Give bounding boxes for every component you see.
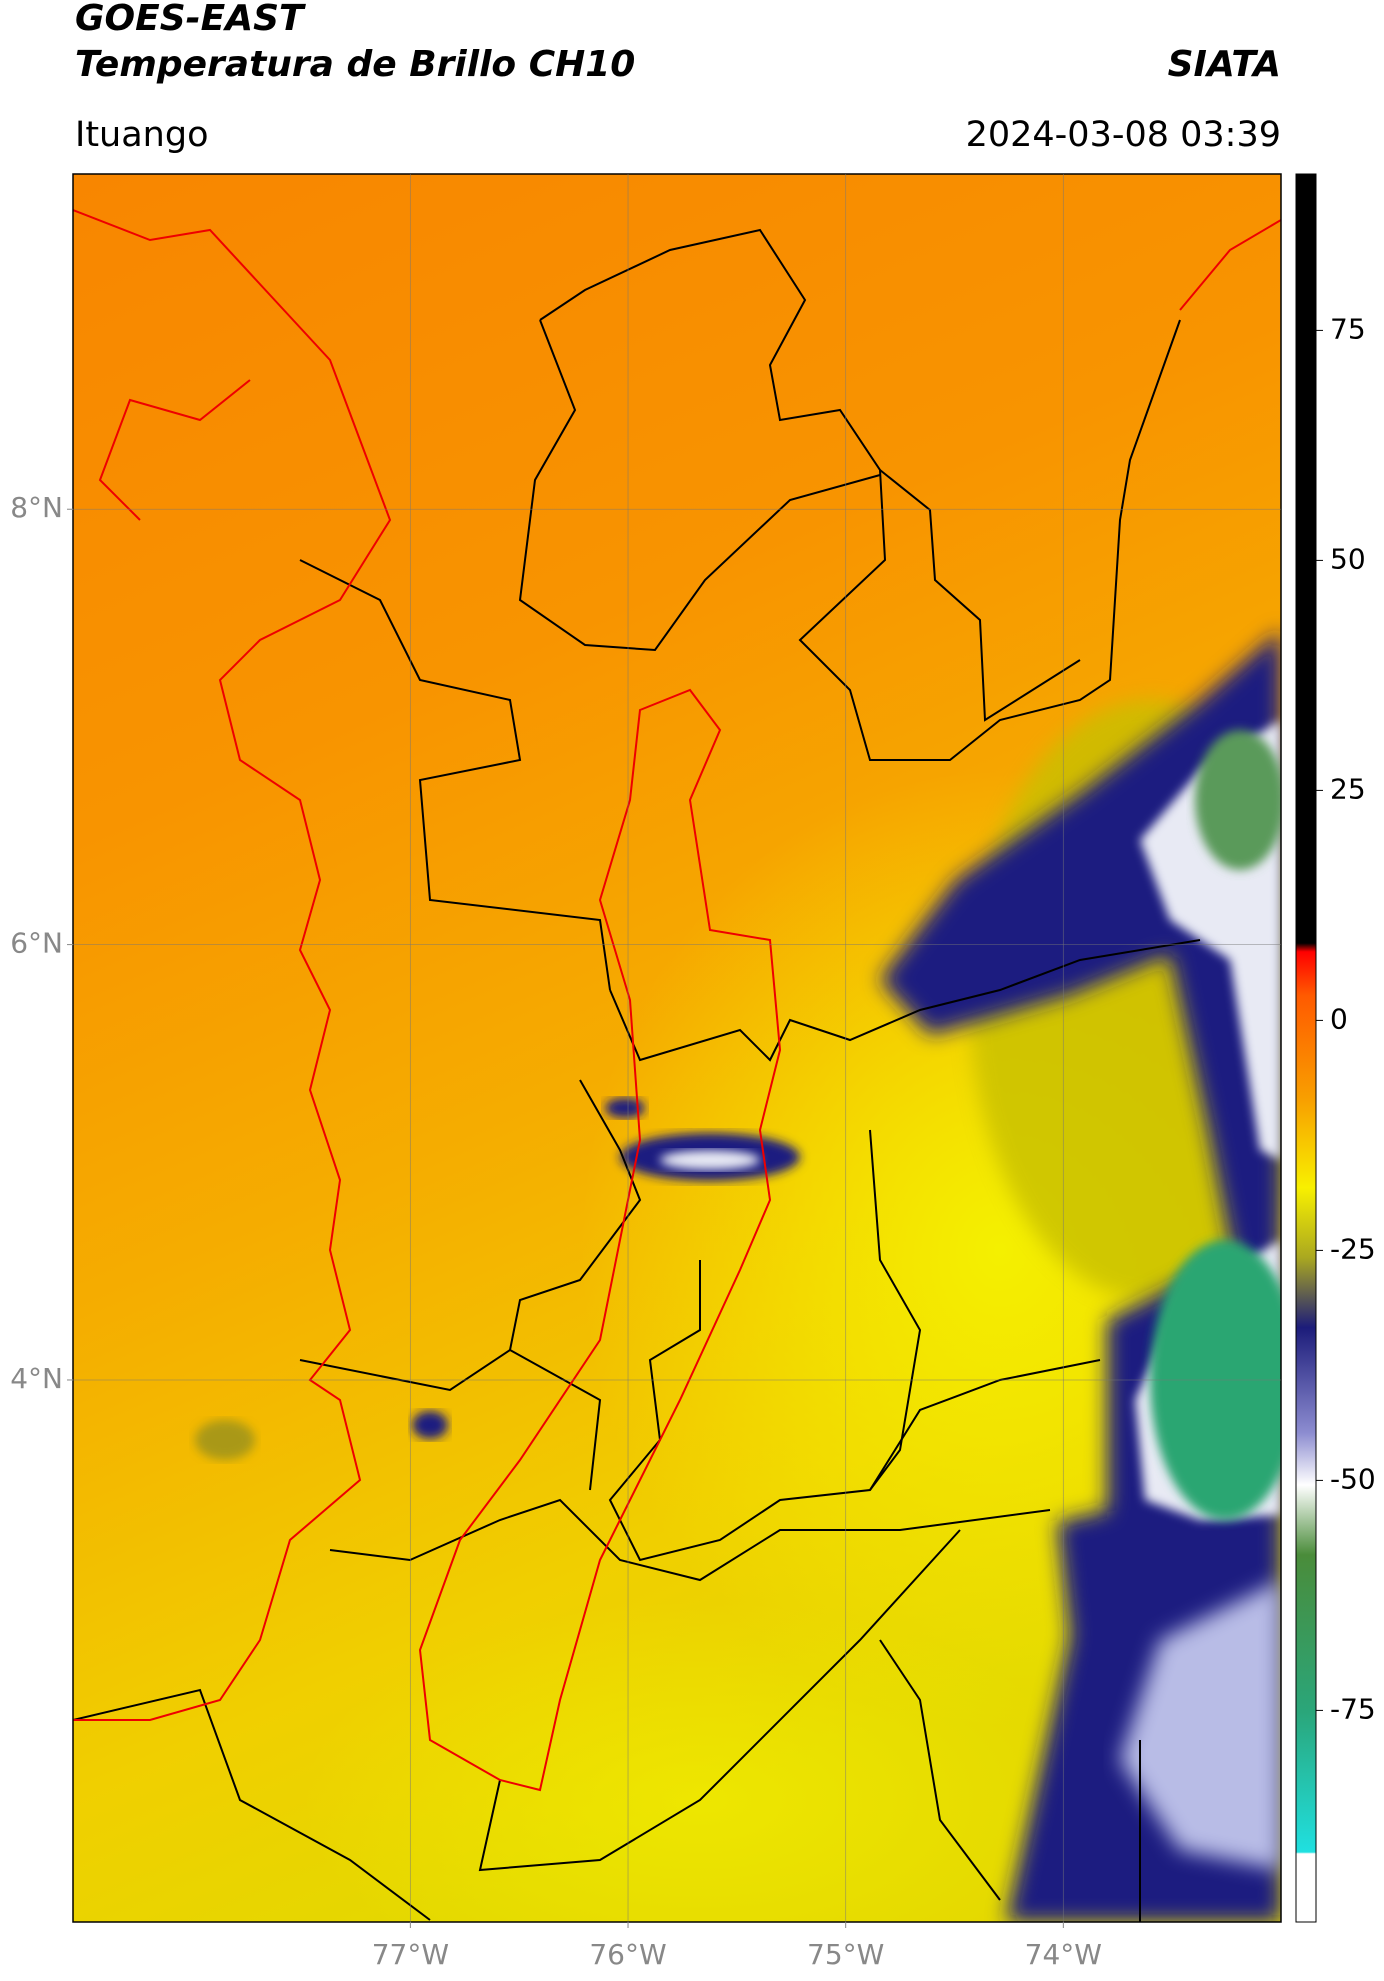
map-image	[73, 174, 1281, 1922]
location: Ituango	[75, 115, 209, 155]
title: GOES-EAST	[75, 0, 306, 39]
colorbar-tick-label: 50	[1330, 542, 1366, 575]
x-tick-label: 75°W	[807, 1938, 884, 1971]
x-tick-label: 76°W	[589, 1938, 666, 1971]
y-tick-label: 8°N	[10, 491, 63, 524]
colorbar-tick-label: 75	[1330, 312, 1366, 345]
x-tick-label: 74°W	[1025, 1938, 1102, 1971]
colorbar-tick-label: 25	[1330, 772, 1366, 805]
colorbar-tick-label: 0	[1330, 1002, 1348, 1035]
y-tick-label: 6°N	[10, 927, 63, 960]
x-tick-label: 77°W	[372, 1938, 449, 1971]
map-frame	[72, 173, 1282, 1923]
source: SIATA	[1168, 44, 1281, 85]
datetime: 2024-03-08 03:39	[966, 115, 1281, 155]
colorbar-tick-label: -25	[1330, 1232, 1376, 1265]
colorbar-tick-label: -75	[1330, 1692, 1376, 1725]
colorbar	[1295, 173, 1317, 1923]
y-tick-label: 4°N	[10, 1362, 63, 1395]
subtitle: Temperatura de Brillo CH10	[75, 44, 635, 85]
colorbar-tick-label: -50	[1330, 1462, 1376, 1495]
